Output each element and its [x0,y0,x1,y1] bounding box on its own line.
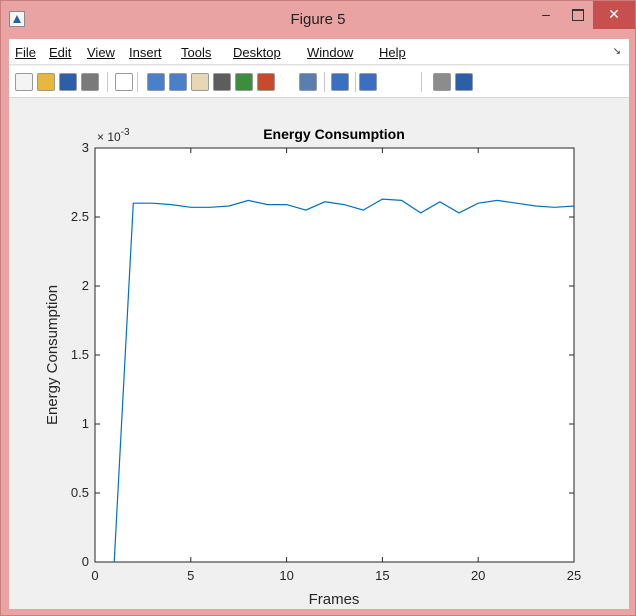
x-tick-label: 25 [567,568,581,583]
figure-toolbar [9,66,629,98]
y-exponent-label: × 10-3 [97,127,130,144]
link-plot-icon[interactable] [299,73,317,91]
toolbar-separator [421,72,422,92]
x-axis-label: Frames [309,591,360,608]
zoom-in-icon[interactable] [147,73,165,91]
menu-desktop[interactable]: Desktop [233,45,281,60]
dock-arrow-icon[interactable]: ↘ [612,46,621,57]
minimize-button[interactable]: – [542,6,550,22]
figure-canvas: Energy Consumption × 10-3 Frames Energy … [9,99,629,609]
menu-view[interactable]: View [87,45,115,60]
y-tick-label: 0 [82,554,89,569]
x-tick-label: 10 [279,568,293,583]
new-figure-icon[interactable] [15,73,33,91]
series-group [113,198,575,563]
y-tick-label: 1 [82,416,89,431]
y-tick-label: 3 [82,140,89,155]
toolbar-separator [137,72,138,92]
menu-bar: File Edit View Insert Tools Desktop Wind… [9,39,629,65]
energy-series-line[interactable] [113,198,575,563]
toolbar-separator [355,72,356,92]
figure-client-area: File Edit View Insert Tools Desktop Wind… [9,39,629,609]
menu-edit-label: Edit [49,45,72,60]
y-exponent-power: -3 [121,127,130,138]
y-exponent-base: × 10 [97,130,121,144]
menu-window-label: Window [307,45,354,60]
open-file-icon[interactable] [37,73,55,91]
y-tick-label: 0.5 [71,485,89,500]
zoom-out-icon[interactable] [169,73,187,91]
window-title: Figure 5 [290,11,346,28]
show-plot-tools-icon[interactable] [455,73,473,91]
menu-help[interactable]: Help [379,45,406,60]
x-tick-label: 5 [187,568,194,583]
menu-view-label: View [87,45,115,60]
pan-hand-icon[interactable] [191,73,209,91]
menu-file[interactable]: File [15,45,36,60]
print-icon[interactable] [81,73,99,91]
menu-window[interactable]: Window [307,45,353,60]
save-icon[interactable] [59,73,77,91]
data-cursor-icon[interactable] [235,73,253,91]
menu-insert[interactable]: Insert [129,45,162,60]
menu-tools-label: Tools [181,45,212,60]
insert-legend-icon[interactable] [359,73,377,91]
maximize-button[interactable] [562,1,592,29]
menu-insert-label: Insert [129,45,162,60]
energy-chart: Energy Consumption × 10-3 Frames Energy … [44,126,581,608]
menu-help-label: Help [379,45,406,60]
insert-colorbar-icon[interactable] [331,73,349,91]
menu-desktop-label: Desktop [233,45,281,60]
brush-icon[interactable] [257,73,275,91]
rotate-3d-icon[interactable] [213,73,231,91]
x-tick-label: 20 [471,568,485,583]
matlab-logo-icon[interactable] [9,11,25,27]
menu-tools[interactable]: Tools [181,45,211,60]
y-axis-label: Energy Consumption [44,285,61,425]
chart-title: Energy Consumption [263,126,405,142]
y-tick-label: 2 [82,278,89,293]
menu-edit[interactable]: Edit [49,45,71,60]
close-button[interactable]: ✕ [593,1,635,29]
x-tick-label: 15 [375,568,389,583]
toolbar-separator [324,72,325,92]
toolbar-separator [107,72,108,92]
menu-file-label: File [15,45,36,60]
hide-plot-tools-icon[interactable] [433,73,451,91]
edit-plot-arrow-icon[interactable] [115,73,133,91]
y-tick-label: 1.5 [71,347,89,362]
y-tick-label: 2.5 [71,209,89,224]
x-tick-label: 0 [91,568,98,583]
title-bar[interactable]: Figure 5 – ✕ [1,1,635,39]
axis-ticks: 0 5 10 15 20 25 0 0.5 1 1.5 2 2.5 3 [71,140,581,583]
axes-box[interactable] [94,147,575,563]
